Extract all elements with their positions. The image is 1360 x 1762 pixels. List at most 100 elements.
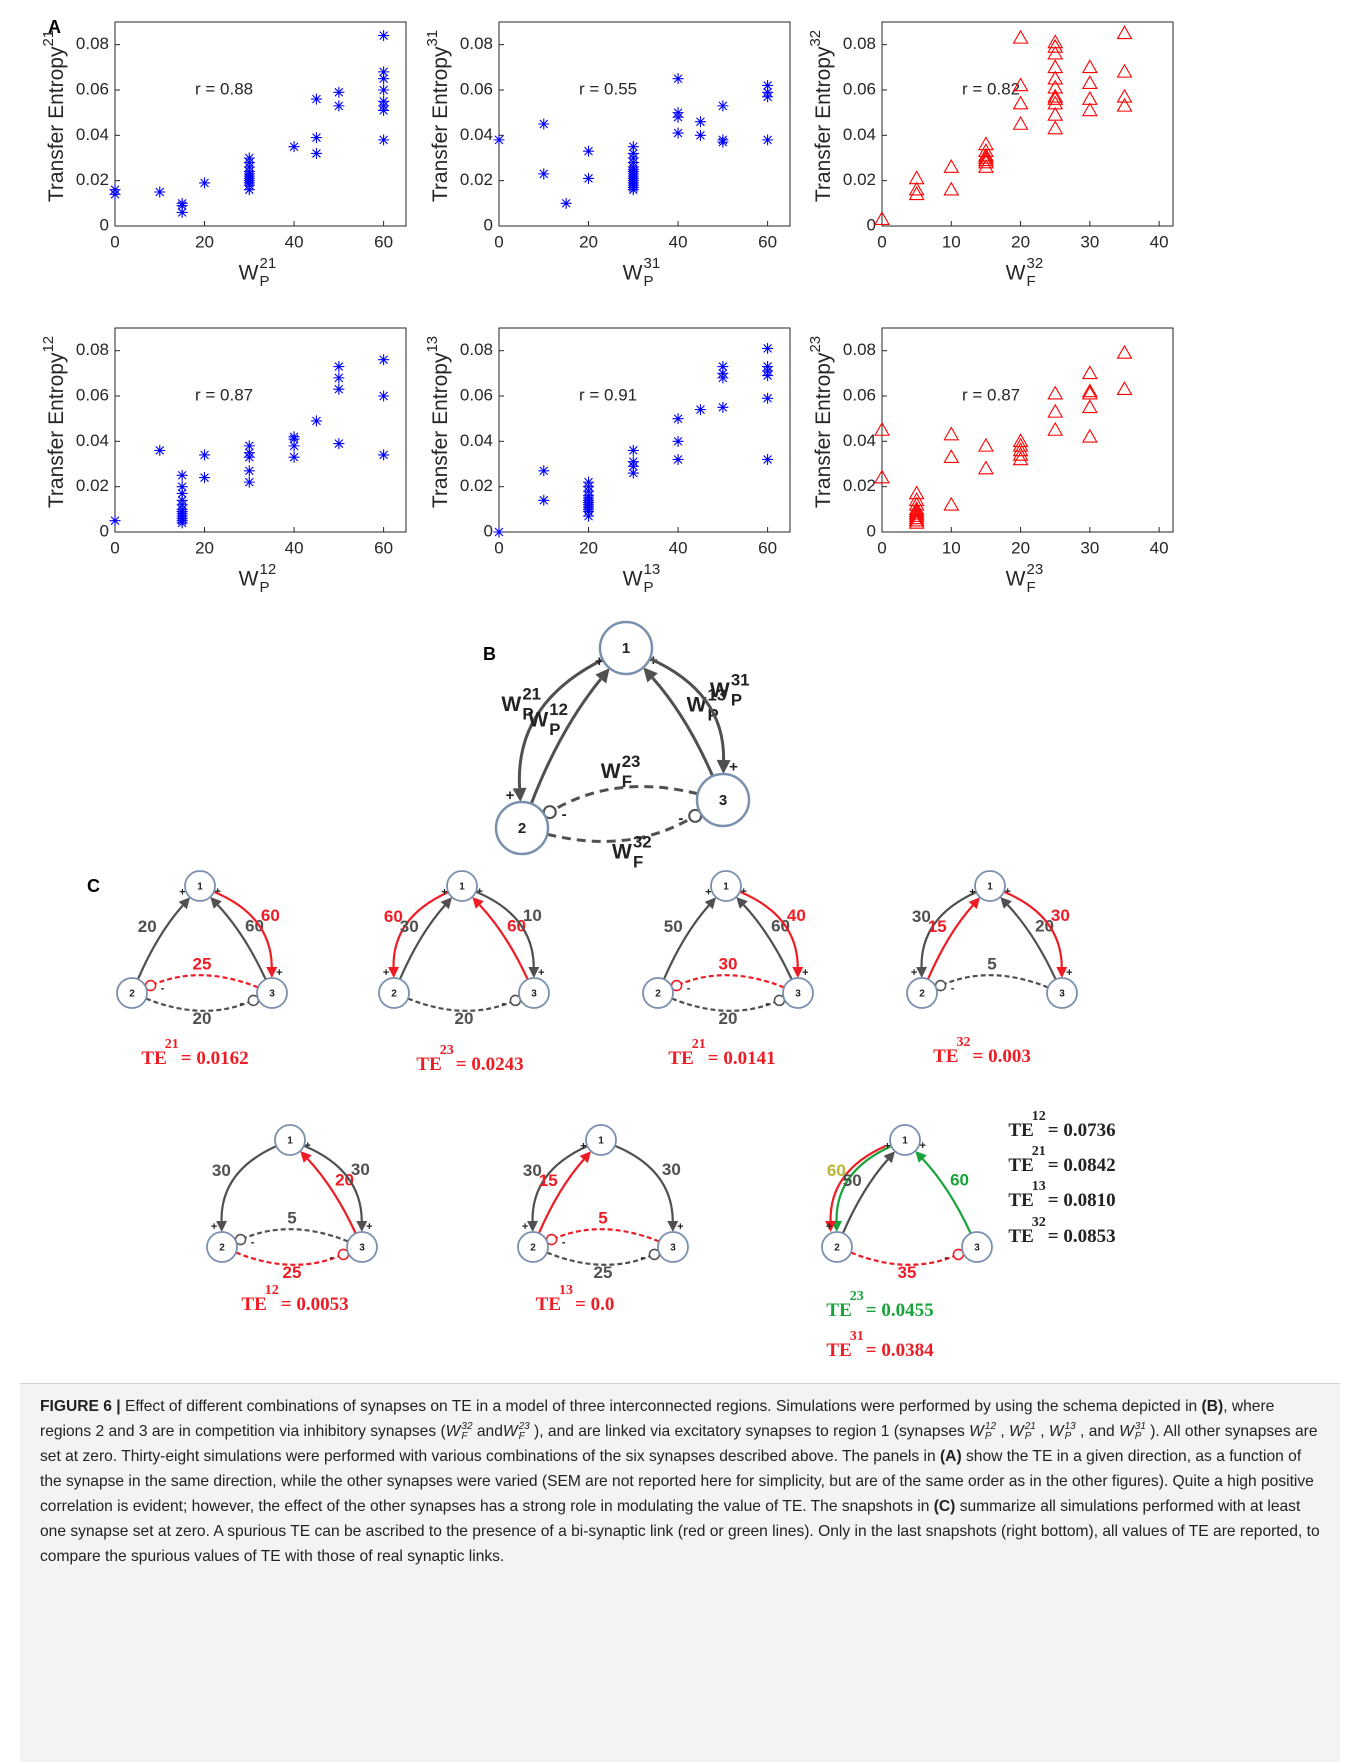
x-tick-label: 40 bbox=[669, 538, 688, 557]
arrow-head bbox=[300, 1150, 312, 1163]
edge-label: W bbox=[612, 841, 632, 864]
te-label-sup: 12 bbox=[1032, 1109, 1046, 1124]
region-label: 2 bbox=[919, 989, 925, 1000]
caption-text: , bbox=[1035, 1423, 1049, 1440]
edge-label: 20 bbox=[1035, 917, 1054, 936]
data-point bbox=[243, 152, 255, 164]
y-tick-label: 0 bbox=[867, 215, 876, 234]
data-point bbox=[717, 367, 729, 379]
region-label: 1 bbox=[287, 1136, 293, 1147]
arrow-head bbox=[178, 897, 191, 910]
x-axis-label-sup: 31 bbox=[644, 255, 661, 272]
data-point bbox=[176, 494, 188, 506]
data-point bbox=[908, 170, 925, 185]
data-point bbox=[694, 404, 706, 416]
sign: + bbox=[919, 1140, 925, 1152]
edge-label-sub: P bbox=[522, 705, 533, 724]
x-axis-label: W bbox=[623, 262, 643, 285]
caption-text: ), and are linked via excitatory synapse… bbox=[529, 1423, 970, 1440]
data-point bbox=[762, 134, 774, 146]
math-sub: P bbox=[1134, 1430, 1142, 1442]
edge-label: 50 bbox=[843, 1171, 862, 1190]
te-label-sup: 32 bbox=[1032, 1215, 1046, 1230]
data-point bbox=[672, 107, 684, 119]
region-label: 1 bbox=[197, 882, 203, 893]
arrow-head bbox=[440, 897, 453, 910]
data-point bbox=[908, 512, 925, 527]
edge-label: W bbox=[710, 679, 730, 702]
te-label: TE23= 0.0243 bbox=[416, 1043, 523, 1075]
x-tick-label: 0 bbox=[877, 232, 886, 251]
arrow-head bbox=[825, 1220, 837, 1233]
edge-label: 60 bbox=[771, 917, 790, 936]
edge-label: 10 bbox=[523, 906, 542, 925]
inhibitory-link bbox=[554, 785, 699, 811]
edge-label: 30 bbox=[662, 1160, 681, 1179]
sign: + bbox=[705, 886, 711, 898]
te-label-name: TE bbox=[1008, 1120, 1033, 1141]
data-point bbox=[154, 186, 166, 198]
region-label: 3 bbox=[795, 989, 801, 1000]
data-point bbox=[762, 86, 774, 98]
excitatory-link bbox=[517, 658, 604, 789]
arrow-head bbox=[716, 759, 731, 775]
sign: + bbox=[211, 1221, 217, 1233]
arrow-head bbox=[266, 966, 278, 979]
sign: + bbox=[826, 1221, 832, 1233]
data-point bbox=[717, 361, 729, 373]
caption-text: , where regions 2 and 3 are in competiti… bbox=[40, 1398, 1275, 1440]
sign: + bbox=[214, 886, 220, 898]
math-scripts: 13 P bbox=[1064, 1421, 1076, 1442]
region-label: 1 bbox=[902, 1136, 908, 1147]
y-tick-label: 0.06 bbox=[460, 79, 493, 98]
x-tick-label: 20 bbox=[579, 232, 598, 251]
data-point bbox=[538, 168, 550, 180]
x-tick-label: 10 bbox=[942, 232, 961, 251]
math-symbol: W 31 P bbox=[1119, 1421, 1146, 1442]
te-label-value: = 0.0 bbox=[575, 1294, 614, 1315]
excitatory-link bbox=[1006, 904, 1057, 980]
x-tick-label: 40 bbox=[285, 538, 304, 557]
data-point bbox=[977, 136, 994, 151]
y-tick-label: 0.04 bbox=[843, 125, 876, 144]
te-label: TE21= 0.0842 bbox=[1008, 1144, 1115, 1176]
te-label-name: TE bbox=[416, 1054, 441, 1075]
excitatory-link bbox=[1003, 890, 1063, 968]
math-sup: 23 bbox=[518, 1420, 530, 1432]
y-axis-label: Transfer Entropy13 bbox=[424, 336, 452, 508]
excitatory-link bbox=[529, 678, 602, 805]
x-tick-label: 20 bbox=[579, 538, 598, 557]
excitatory-link bbox=[216, 904, 267, 980]
data-point bbox=[977, 149, 994, 164]
y-tick-label: 0 bbox=[100, 521, 109, 540]
te-label-name: TE bbox=[141, 1048, 166, 1069]
y-tick-label: 0 bbox=[100, 215, 109, 234]
data-point bbox=[1081, 90, 1098, 105]
region-label: 3 bbox=[269, 989, 275, 1000]
data-point bbox=[1012, 29, 1029, 44]
x-axis-label-sub: P bbox=[260, 579, 270, 596]
plot-frame bbox=[498, 21, 791, 227]
te-label-name: TE bbox=[1008, 1226, 1033, 1247]
data-point bbox=[378, 95, 390, 107]
data-point bbox=[977, 147, 994, 162]
arrow-head bbox=[595, 668, 610, 684]
sign: + bbox=[304, 1140, 310, 1152]
data-point bbox=[1081, 385, 1098, 400]
sign: + bbox=[740, 886, 746, 898]
data-point bbox=[1116, 97, 1133, 112]
sign: + bbox=[677, 1221, 683, 1233]
math-sub: P bbox=[1064, 1430, 1072, 1442]
edge-label-sup: 31 bbox=[731, 671, 750, 690]
te-label-sup: 13 bbox=[1032, 1179, 1046, 1194]
region-node bbox=[906, 977, 938, 1009]
x-axis-label: W bbox=[1006, 568, 1026, 591]
data-point bbox=[672, 435, 684, 447]
te-label-sup: 23 bbox=[850, 1289, 864, 1304]
caption-bold: (A) bbox=[939, 1448, 962, 1465]
data-point bbox=[762, 342, 774, 354]
te-label-sup: 31 bbox=[850, 1329, 864, 1344]
data-point bbox=[762, 453, 774, 465]
y-tick-label: 0.08 bbox=[76, 34, 109, 53]
data-point bbox=[378, 134, 390, 146]
